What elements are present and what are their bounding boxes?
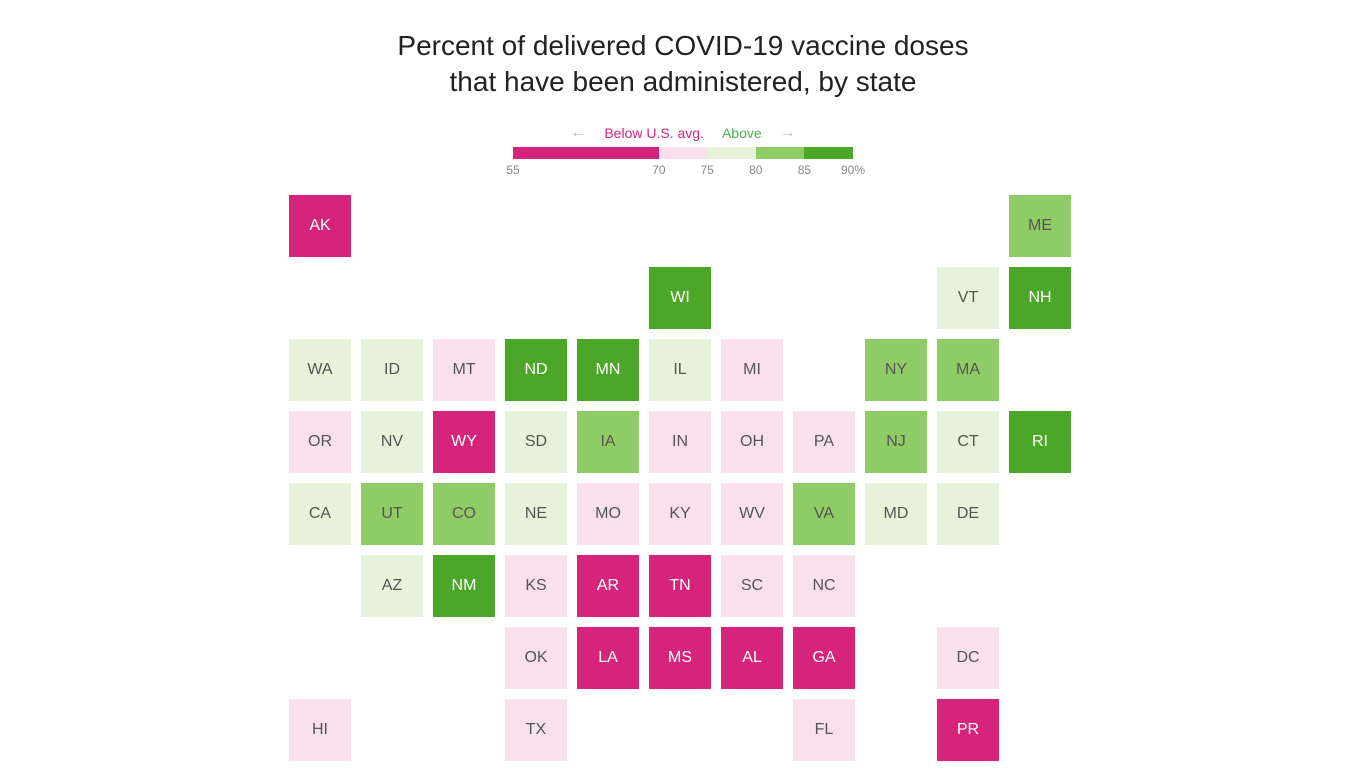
state-cell-mi[interactable]: MI (719, 337, 785, 403)
legend-tick: 70 (652, 163, 665, 177)
chart-title: Percent of delivered COVID-19 vaccine do… (0, 0, 1366, 101)
state-cell-ga[interactable]: GA (791, 625, 857, 691)
state-cell-hi[interactable]: HI (287, 697, 353, 763)
state-cell-ia[interactable]: IA (575, 409, 641, 475)
state-cell-oh[interactable]: OH (719, 409, 785, 475)
state-cell-mn[interactable]: MN (575, 337, 641, 403)
arrow-left-icon: ← (570, 125, 586, 141)
legend-segment (804, 147, 853, 159)
title-line-1: Percent of delivered COVID-19 vaccine do… (397, 30, 968, 61)
state-cell-ak[interactable]: AK (287, 193, 353, 259)
state-cell-mo[interactable]: MO (575, 481, 641, 547)
state-cell-tn[interactable]: TN (647, 553, 713, 619)
state-cell-va[interactable]: VA (791, 481, 857, 547)
legend-segment (513, 147, 659, 159)
state-cell-ne[interactable]: NE (503, 481, 569, 547)
state-cell-ks[interactable]: KS (503, 553, 569, 619)
state-cell-nc[interactable]: NC (791, 553, 857, 619)
state-cell-ma[interactable]: MA (935, 337, 1001, 403)
state-cell-mt[interactable]: MT (431, 337, 497, 403)
state-cell-pa[interactable]: PA (791, 409, 857, 475)
state-cell-ar[interactable]: AR (575, 553, 641, 619)
state-cell-ms[interactable]: MS (647, 625, 713, 691)
state-cell-ca[interactable]: CA (287, 481, 353, 547)
legend-segment (756, 147, 805, 159)
state-cell-id[interactable]: ID (359, 337, 425, 403)
legend-bar (513, 147, 853, 159)
state-cell-de[interactable]: DE (935, 481, 1001, 547)
legend-tick: 80 (749, 163, 762, 177)
state-cell-ky[interactable]: KY (647, 481, 713, 547)
legend-ticks: 557075808590% (513, 163, 853, 181)
state-cell-or[interactable]: OR (287, 409, 353, 475)
legend-tick: 55 (506, 163, 519, 177)
state-cell-dc[interactable]: DC (935, 625, 1001, 691)
state-cell-az[interactable]: AZ (359, 553, 425, 619)
legend-tick: 75 (700, 163, 713, 177)
state-cell-nj[interactable]: NJ (863, 409, 929, 475)
legend-below-label: Below U.S. avg. (604, 125, 704, 141)
state-cell-me[interactable]: ME (1007, 193, 1073, 259)
state-cell-nm[interactable]: NM (431, 553, 497, 619)
state-cell-nv[interactable]: NV (359, 409, 425, 475)
legend-labels: ← Below U.S. avg. Above → (513, 125, 853, 141)
state-cell-ny[interactable]: NY (863, 337, 929, 403)
state-cell-ok[interactable]: OK (503, 625, 569, 691)
state-grid: AK ME WI VTNH WAIDMTNDMNILMI NYMA ORNVWYSDIAIN… (287, 193, 1079, 769)
title-line-2: that have been administered, by state (450, 66, 917, 97)
state-cell-nd[interactable]: ND (503, 337, 569, 403)
state-cell-il[interactable]: IL (647, 337, 713, 403)
legend-tick: 85 (798, 163, 811, 177)
state-cell-in[interactable]: IN (647, 409, 713, 475)
state-cell-la[interactable]: LA (575, 625, 641, 691)
state-cell-sc[interactable]: SC (719, 553, 785, 619)
state-cell-ri[interactable]: RI (1007, 409, 1073, 475)
state-cell-vt[interactable]: VT (935, 265, 1001, 331)
arrow-right-icon: → (780, 125, 796, 141)
state-cell-ct[interactable]: CT (935, 409, 1001, 475)
state-cell-ut[interactable]: UT (359, 481, 425, 547)
legend-segment (659, 147, 708, 159)
legend-above-label: Above (722, 125, 762, 141)
state-cell-wy[interactable]: WY (431, 409, 497, 475)
state-cell-wa[interactable]: WA (287, 337, 353, 403)
state-cell-sd[interactable]: SD (503, 409, 569, 475)
state-cell-al[interactable]: AL (719, 625, 785, 691)
state-cell-nh[interactable]: NH (1007, 265, 1073, 331)
legend: ← Below U.S. avg. Above → 557075808590% (513, 125, 853, 181)
state-cell-fl[interactable]: FL (791, 697, 857, 763)
state-cell-pr[interactable]: PR (935, 697, 1001, 763)
state-cell-tx[interactable]: TX (503, 697, 569, 763)
legend-segment (707, 147, 756, 159)
state-cell-wv[interactable]: WV (719, 481, 785, 547)
legend-tick: 90% (841, 163, 865, 177)
state-cell-co[interactable]: CO (431, 481, 497, 547)
state-cell-wi[interactable]: WI (647, 265, 713, 331)
state-cell-md[interactable]: MD (863, 481, 929, 547)
